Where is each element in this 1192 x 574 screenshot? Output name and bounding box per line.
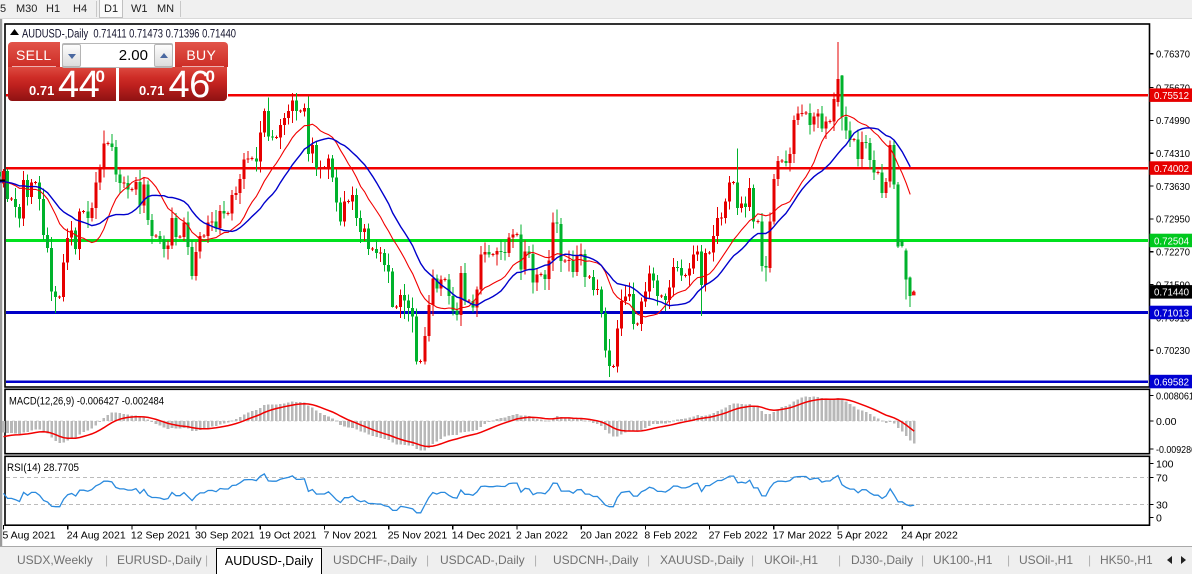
svg-text:0.70230: 0.70230 xyxy=(1156,345,1190,357)
svg-text:100: 100 xyxy=(1156,458,1174,470)
svg-text:14 Dec 2021: 14 Dec 2021 xyxy=(452,530,512,542)
svg-text:24 Aug 2021: 24 Aug 2021 xyxy=(67,530,126,542)
svg-text:5 Aug 2021: 5 Aug 2021 xyxy=(3,530,56,542)
svg-text:8 Feb 2022: 8 Feb 2022 xyxy=(644,530,697,542)
svg-text:30 Sep 2021: 30 Sep 2021 xyxy=(195,530,255,542)
svg-text:0: 0 xyxy=(1156,512,1162,524)
svg-text:12 Sep 2021: 12 Sep 2021 xyxy=(131,530,191,542)
svg-text:0.71440: 0.71440 xyxy=(1154,287,1189,299)
svg-text:25 Nov 2021: 25 Nov 2021 xyxy=(388,530,448,542)
svg-text:20 Jan 2022: 20 Jan 2022 xyxy=(580,530,638,542)
svg-text:0.69582: 0.69582 xyxy=(1154,376,1189,388)
svg-text:AUDUSD-,Daily 0.71411 0.71473: AUDUSD-,Daily 0.71411 0.71473 0.71396 0.… xyxy=(22,29,236,41)
svg-text:7 Nov 2021: 7 Nov 2021 xyxy=(324,530,378,542)
svg-text:24 Apr 2022: 24 Apr 2022 xyxy=(901,530,958,542)
svg-text:0.74310: 0.74310 xyxy=(1156,148,1190,160)
svg-text:2 Jan 2022: 2 Jan 2022 xyxy=(516,530,568,542)
svg-text:-0.009286: -0.009286 xyxy=(1156,444,1192,456)
svg-text:0.008061: 0.008061 xyxy=(1156,390,1192,402)
svg-text:0.74990: 0.74990 xyxy=(1156,115,1190,127)
svg-text:0.76370: 0.76370 xyxy=(1156,49,1190,61)
svg-text:17 Mar 2022: 17 Mar 2022 xyxy=(773,530,832,542)
svg-text:0.71013: 0.71013 xyxy=(1154,307,1189,319)
svg-text:RSI(14) 28.7705: RSI(14) 28.7705 xyxy=(7,462,79,474)
svg-text:MACD(12,26,9) -0.006427 -0.002: MACD(12,26,9) -0.006427 -0.002484 xyxy=(9,396,164,408)
svg-text:30: 30 xyxy=(1156,499,1168,511)
svg-text:0.75512: 0.75512 xyxy=(1154,90,1189,102)
svg-text:0.74002: 0.74002 xyxy=(1154,163,1189,175)
svg-text:0.73630: 0.73630 xyxy=(1156,181,1190,193)
svg-text:5 Apr 2022: 5 Apr 2022 xyxy=(837,530,888,542)
svg-text:0.72950: 0.72950 xyxy=(1156,214,1190,226)
svg-text:0.72270: 0.72270 xyxy=(1156,247,1190,259)
svg-text:27 Feb 2022: 27 Feb 2022 xyxy=(709,530,768,542)
svg-text:19 Oct 2021: 19 Oct 2021 xyxy=(259,530,316,542)
svg-text:70: 70 xyxy=(1156,472,1168,484)
svg-text:0.00: 0.00 xyxy=(1156,416,1177,428)
svg-text:0.72504: 0.72504 xyxy=(1154,235,1189,247)
